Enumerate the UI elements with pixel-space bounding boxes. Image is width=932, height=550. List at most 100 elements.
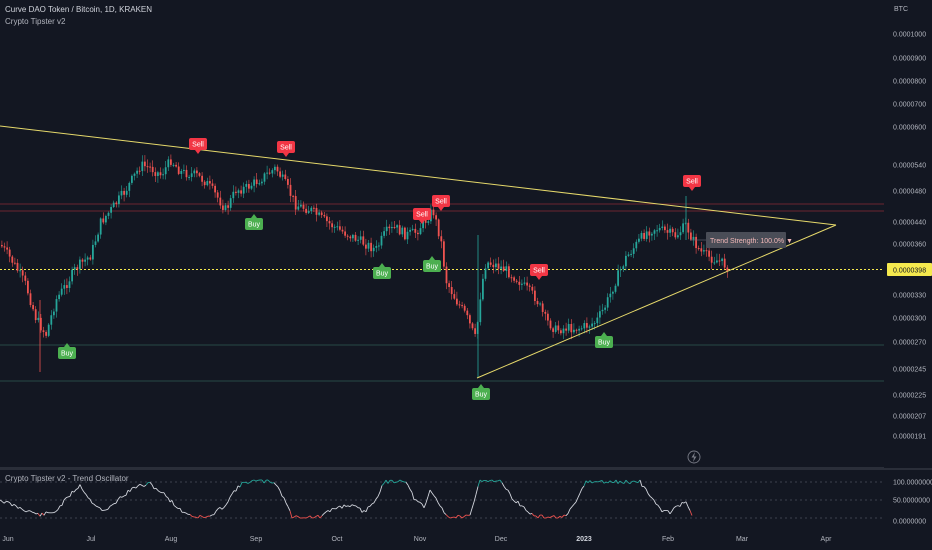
candle-body: [34, 309, 37, 321]
signal-bubble: [413, 208, 431, 220]
candle-body: [513, 277, 515, 281]
osc-line-segment: [53, 511, 57, 513]
sell-signal: Sell: [413, 208, 431, 224]
osc-line-segment: [247, 482, 251, 484]
candle-body: [40, 317, 42, 331]
osc-line-segment: [385, 479, 389, 484]
candle-body: [508, 266, 510, 278]
osc-line-segment: [447, 516, 451, 519]
horizontal-levels: [0, 203, 884, 382]
candle-body: [333, 226, 336, 228]
osc-line-segment: [15, 505, 19, 509]
osc-line-segment: [279, 490, 283, 497]
candle-body: [123, 190, 125, 195]
trendlines[interactable]: [0, 125, 837, 379]
signal-label: Sell: [686, 179, 698, 186]
candle-body: [606, 297, 609, 308]
candle-body: [609, 293, 612, 298]
candle-body: [357, 239, 359, 241]
price-axis[interactable]: BTC 0.0001000 0.0000900 0.0000800 0.0000700 0…: [884, 0, 932, 468]
candle-body: [648, 231, 651, 236]
osc-line-segment: [535, 515, 539, 519]
osc-line-segment: [209, 514, 213, 517]
lightning-icon-bolt: [691, 452, 697, 462]
pane-divider[interactable]: [0, 467, 932, 470]
candle-body: [71, 269, 73, 282]
osc-line-segment: [21, 508, 25, 512]
osc-line-segment: [19, 507, 23, 510]
candle-body: [149, 166, 151, 168]
osc-line-segment: [527, 511, 531, 515]
sell-signal: Sell: [530, 264, 548, 280]
osc-line-segment: [503, 486, 507, 490]
price-tick-label: 0.0000191: [893, 434, 926, 441]
candle-body: [375, 245, 378, 248]
candle-body: [253, 179, 255, 186]
osc-line-segment: [485, 480, 489, 483]
lower-trendline[interactable]: [476, 224, 837, 379]
osc-line-segment: [419, 501, 423, 505]
osc-line-segment: [415, 499, 419, 502]
signal-pointer: [478, 384, 484, 388]
osc-line-segment: [273, 482, 277, 486]
time-axis[interactable]: Jun Jul Aug Sep Oct Nov Dec 2023 Feb Mar Apr: [0, 528, 884, 550]
candle-body: [313, 207, 315, 209]
lightning-icon[interactable]: [687, 450, 701, 464]
signal-label: Sell: [435, 199, 447, 206]
osc-line-segment: [615, 479, 619, 484]
buy-signal: Buy: [423, 256, 441, 272]
candle-body: [151, 166, 154, 173]
osc-line-segment: [1, 501, 5, 504]
osc-line-segment: [79, 484, 83, 490]
osc-line-segment: [377, 491, 381, 497]
osc-line-segment: [223, 504, 227, 508]
candle-body: [224, 205, 227, 210]
signal-label: Buy: [598, 340, 611, 347]
osc-line-segment: [297, 516, 301, 519]
osc-line-segment: [77, 484, 81, 489]
candle-body: [222, 205, 224, 210]
oscillator-title: Crypto Tipster v2 - Trend Oscillator: [5, 474, 129, 483]
price-tick-label: 0.0000600: [893, 125, 926, 132]
candle-body: [378, 245, 380, 247]
osc-line-segment: [173, 505, 177, 508]
osc-line-segment: [477, 479, 481, 487]
osc-line-segment: [123, 494, 127, 497]
candle-body: [81, 259, 84, 262]
osc-line-segment: [213, 510, 217, 515]
osc-line-segment: [643, 486, 647, 490]
oscillator-axis[interactable]: 100.0000000 50.0000000 0.0000000: [884, 470, 932, 528]
candle-body: [419, 228, 422, 235]
osc-line-segment: [175, 506, 179, 509]
osc-line-segment: [319, 515, 323, 519]
osc-line-segment: [453, 516, 457, 519]
pane-separator[interactable]: [0, 467, 932, 470]
candle-body: [534, 290, 536, 302]
candle-body: [713, 262, 716, 264]
osc-line-segment: [481, 480, 485, 482]
signal-bubble: [472, 388, 490, 400]
osc-line-segment: [155, 488, 159, 491]
candle-body: [177, 166, 180, 174]
upper-trendline[interactable]: [0, 125, 837, 226]
candle-body: [591, 323, 593, 327]
candle-body: [128, 182, 131, 191]
osc-line-segment: [329, 508, 333, 512]
price-tick-label: 0.0000900: [893, 56, 926, 63]
candle-body: [549, 320, 552, 329]
candle-body: [144, 161, 146, 167]
osc-line-segment: [603, 481, 607, 484]
time-label: Nov: [414, 536, 427, 543]
candle-body: [11, 256, 14, 263]
candle-body: [240, 190, 242, 194]
osc-line-segment: [531, 513, 535, 517]
candle-body: [710, 256, 713, 263]
price-tick-label: 0.0000300: [893, 316, 926, 323]
candle-body: [242, 186, 245, 194]
osc-line-segment: [83, 491, 87, 495]
indicator-title: Crypto Tipster v2: [5, 17, 66, 26]
osc-line-segment: [245, 482, 249, 484]
candle-body: [463, 305, 466, 311]
candle-body: [105, 215, 107, 223]
